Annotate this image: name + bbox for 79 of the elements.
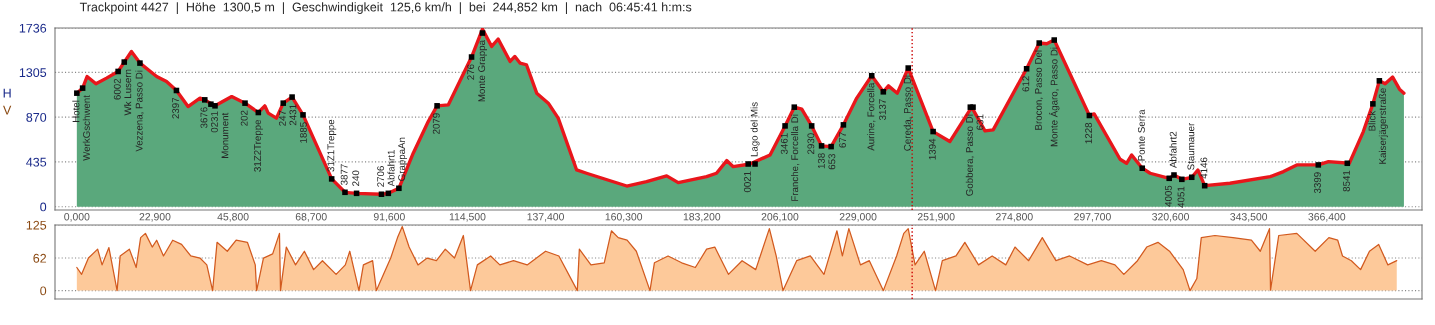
annotation: Cereda, Passo Di bbox=[903, 75, 912, 151]
annotation: 1394 bbox=[928, 138, 936, 160]
annotation: 3461 bbox=[780, 133, 788, 155]
annotation: 202 bbox=[240, 110, 248, 126]
x-tick-label: 22,900 bbox=[139, 213, 171, 222]
y-tick-label: 0 bbox=[40, 286, 47, 296]
annotation: 631 bbox=[976, 114, 984, 130]
x-tick-label: 183,200 bbox=[683, 213, 721, 222]
x-tick-label: 0,000 bbox=[64, 213, 90, 222]
annotation: 1885 bbox=[299, 122, 307, 143]
annotation: Brocon, Passo Del bbox=[1034, 50, 1043, 130]
annotation: 276 bbox=[467, 64, 475, 80]
annotation: Wk Lusern bbox=[124, 69, 132, 116]
annotation: Abfahrt2 bbox=[1169, 131, 1177, 169]
x-tick-label: 366,400 bbox=[1308, 213, 1346, 222]
chart-title: Trackpoint 4427 | Höhe 1300,5 m | Geschwindigkeit 125,6 km/h | bei 244,852 km | nach 06:45:41 h:m:s bbox=[79, 2, 692, 14]
x-tick-label: 91,600 bbox=[373, 213, 405, 222]
annotation: 653 bbox=[828, 153, 836, 170]
annotation: 3676 bbox=[200, 107, 208, 129]
annotation: 612 bbox=[1022, 76, 1030, 92]
annotation: 2397 bbox=[172, 97, 180, 119]
annotation: 2431 bbox=[289, 104, 297, 126]
y-tick-label: 870 bbox=[26, 112, 47, 122]
annotation: Ponte Serra bbox=[1137, 109, 1145, 161]
y-tick-label: 435 bbox=[26, 157, 47, 167]
annotation: 3399 bbox=[1314, 172, 1321, 194]
y-tick-label: 125 bbox=[26, 220, 47, 230]
annotation: 6002 bbox=[113, 78, 121, 100]
x-tick-label: 320,600 bbox=[1152, 213, 1189, 222]
y-axis-title: H bbox=[3, 88, 11, 98]
y-tick-label: 62 bbox=[33, 253, 47, 263]
annotation: Staumauer bbox=[1187, 122, 1195, 170]
x-tick-label: 137,400 bbox=[527, 213, 564, 222]
annotation: Kaiserjägerstraße bbox=[1378, 88, 1388, 164]
annotation: 240 bbox=[352, 170, 360, 186]
annotation: 3137 bbox=[879, 99, 886, 121]
annotation: 31Z1Treppe bbox=[327, 119, 337, 172]
x-tick-label: 343,500 bbox=[1230, 213, 1268, 222]
annotation: Franche, Forcella Di bbox=[791, 114, 800, 201]
annotation: Vezzena, Passo Di bbox=[135, 70, 144, 152]
annotation: 677 bbox=[839, 132, 847, 148]
y-tick-label: 1736 bbox=[19, 23, 47, 33]
x-tick-label: 274,800 bbox=[996, 213, 1033, 222]
annotation: Monte Ágaro, Passo Di bbox=[1049, 47, 1060, 147]
annotation: 2706 bbox=[377, 166, 385, 187]
annotation: 247 bbox=[278, 110, 286, 126]
annotation: Lago del Mis bbox=[750, 102, 760, 157]
x-tick-label: 68,700 bbox=[295, 213, 327, 222]
annotation: Abfahrt1 bbox=[387, 150, 395, 187]
annotation: Aurine, Forcella bbox=[867, 82, 876, 151]
annotation: 2079 bbox=[432, 113, 440, 134]
y-tick-label: 0 bbox=[40, 202, 47, 212]
annotation: 4005 bbox=[1164, 185, 1172, 207]
annotation: 0021 bbox=[743, 171, 751, 193]
annotation: WerkGschwent bbox=[82, 95, 90, 161]
annotation: GrappaAn bbox=[398, 137, 408, 181]
annotation: 2930 bbox=[807, 133, 815, 154]
annotation: Blick bbox=[1368, 110, 1376, 131]
annotation: 0231 bbox=[210, 111, 218, 133]
annotation: 3877 bbox=[340, 164, 348, 185]
x-tick-label: 297,700 bbox=[1074, 213, 1111, 222]
annotation: Monte Grappa bbox=[478, 39, 487, 102]
x-tick-label: 206,100 bbox=[761, 213, 799, 222]
annotation: Monument bbox=[221, 112, 229, 158]
annotation: 4051 bbox=[1177, 186, 1185, 208]
x-tick-label: 160,300 bbox=[605, 213, 643, 222]
x-tick-label: 45,800 bbox=[217, 213, 249, 222]
annotation: 31Z2Treppe bbox=[254, 119, 263, 172]
annotation: Hotel bbox=[72, 100, 80, 122]
annotation: Gobbera, Passo Di bbox=[965, 114, 975, 196]
annotation: 4146 bbox=[1200, 157, 1208, 179]
x-tick-label: 229,000 bbox=[839, 213, 877, 222]
x-tick-label: 251,900 bbox=[917, 213, 955, 222]
y-tick-label: 1305 bbox=[19, 68, 47, 78]
annotation: 8541 bbox=[1343, 170, 1350, 192]
annotation: 138 bbox=[817, 153, 825, 169]
y-axis-title: V bbox=[3, 105, 12, 115]
annotation: 1228 bbox=[1085, 122, 1092, 144]
x-tick-label: 114,500 bbox=[449, 213, 486, 222]
